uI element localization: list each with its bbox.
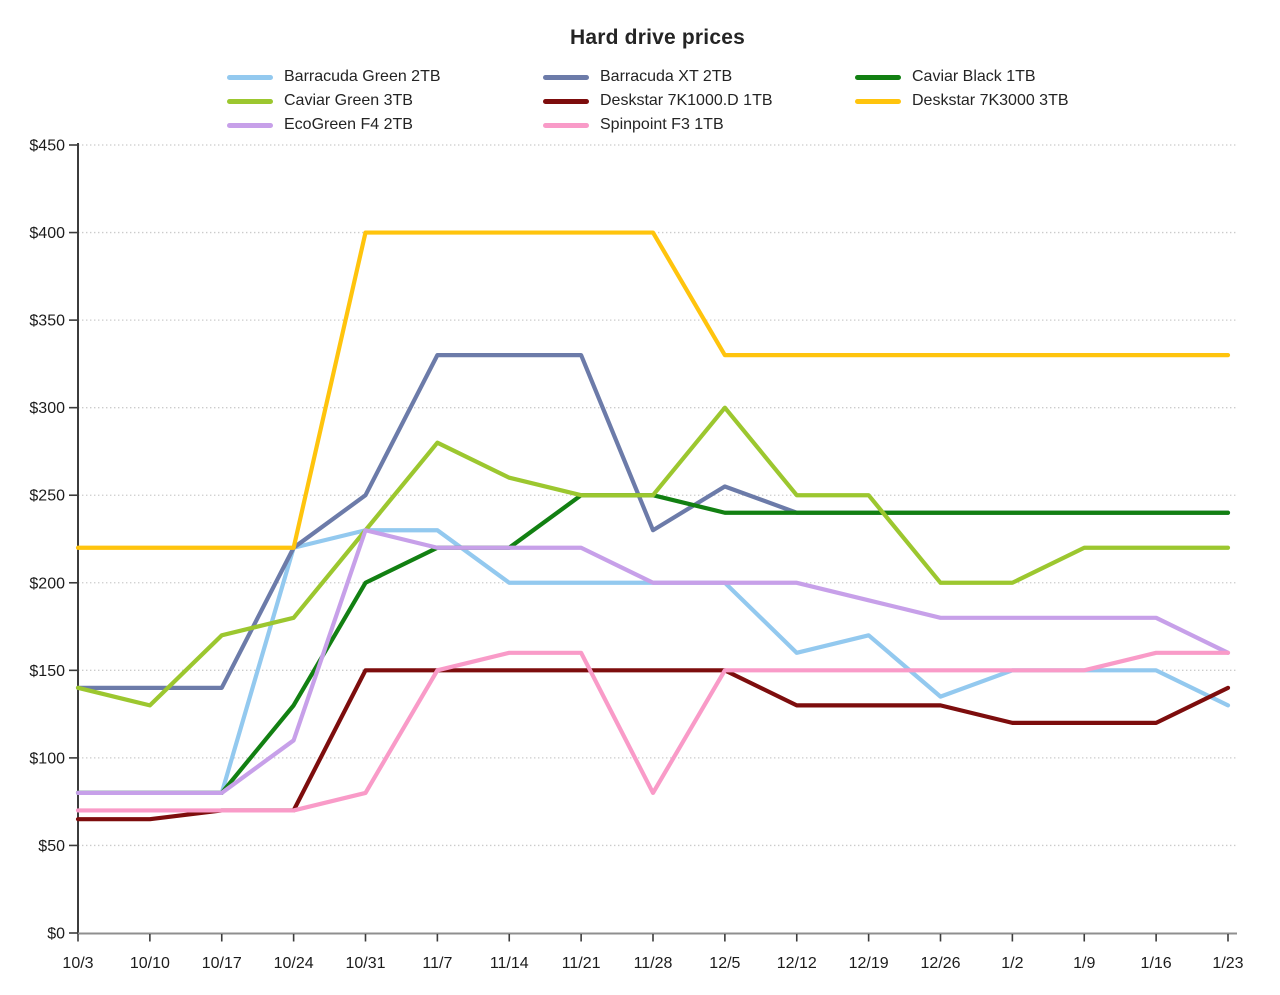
x-tick-label: 12/5: [709, 955, 740, 972]
legend-swatch-ecogreen-f4-2tb: [227, 122, 273, 128]
series-line-spinpoint-f3-1tb: [75, 650, 1231, 813]
y-tick-label: $250: [29, 488, 65, 505]
y-tick-label: $100: [29, 750, 65, 767]
legend-item: Deskstar 7K1000.D 1TB: [543, 89, 773, 113]
y-tick-label: $300: [29, 400, 65, 417]
legend-item: Barracuda Green 2TB: [227, 65, 441, 89]
x-tick-label: 11/21: [562, 955, 601, 972]
x-tick-label: 11/28: [634, 955, 673, 972]
legend-label: Caviar Green 3TB: [284, 92, 413, 109]
x-tick-label: 10/31: [345, 955, 385, 972]
legend-swatch-barracuda-green-2tb: [227, 74, 273, 80]
legend-label: Barracuda Green 2TB: [284, 68, 441, 85]
x-tick-label: 11/7: [422, 955, 452, 972]
x-tick-label: 1/9: [1073, 955, 1095, 972]
x-tick-label: 10/17: [202, 955, 242, 972]
legend-item: EcoGreen F4 2TB: [227, 113, 413, 137]
series-line-caviar-green-3tb: [75, 405, 1231, 708]
chart-title: Hard drive prices: [570, 26, 745, 49]
x-tick-label: 10/10: [130, 955, 170, 972]
legend-item: Caviar Black 1TB: [855, 65, 1036, 89]
legend-label: EcoGreen F4 2TB: [284, 116, 413, 133]
legend-swatch-barracuda-xt-2tb: [543, 74, 589, 80]
legend-swatch-caviar-green-3tb: [227, 98, 273, 104]
legend-swatch-deskstar-7k3000-3tb: [855, 98, 901, 104]
legend-item: Deskstar 7K3000 3TB: [855, 89, 1069, 113]
legend-label: Deskstar 7K1000.D 1TB: [600, 92, 773, 109]
series-line-deskstar-7k3000-3tb: [75, 230, 1231, 550]
y-tick-label: $350: [29, 313, 65, 330]
y-tick-label: $200: [29, 575, 65, 592]
legend-swatch-spinpoint-f3-1tb: [543, 122, 589, 128]
y-tick-label: $400: [29, 225, 65, 242]
y-tick-label: $0: [47, 926, 65, 943]
x-tick-label: 1/2: [1001, 955, 1023, 972]
x-tick-label: 12/19: [849, 955, 889, 972]
legend-item: Barracuda XT 2TB: [543, 65, 732, 89]
series-line-barracuda-green-2tb: [75, 528, 1231, 796]
legend-label: Spinpoint F3 1TB: [600, 116, 724, 133]
x-tick-label: 10/3: [62, 955, 93, 972]
series-line-caviar-black-1tb: [75, 493, 1231, 796]
series-line-ecogreen-f4-2tb: [75, 528, 1231, 796]
y-tick-label: $450: [29, 138, 65, 155]
x-tick-label: 11/14: [490, 955, 529, 972]
legend-swatch-caviar-black-1tb: [855, 74, 901, 80]
legend-label: Caviar Black 1TB: [912, 68, 1036, 85]
y-tick-label: $50: [38, 838, 65, 855]
legend-swatch-deskstar-7k1000-d-1tb: [543, 98, 589, 104]
series-line-barracuda-xt-2tb: [75, 353, 1231, 690]
legend-label: Deskstar 7K3000 3TB: [912, 92, 1069, 109]
legend-item: Spinpoint F3 1TB: [543, 113, 724, 137]
legend-label: Barracuda XT 2TB: [600, 68, 733, 85]
x-tick-label: 10/24: [274, 955, 314, 972]
x-tick-label: 1/23: [1212, 955, 1243, 972]
x-tick-label: 12/26: [920, 955, 960, 972]
x-tick-label: 1/16: [1141, 955, 1172, 972]
legend-item: Caviar Green 3TB: [227, 89, 413, 113]
x-tick-label: 12/12: [777, 955, 817, 972]
y-tick-label: $150: [29, 663, 65, 680]
